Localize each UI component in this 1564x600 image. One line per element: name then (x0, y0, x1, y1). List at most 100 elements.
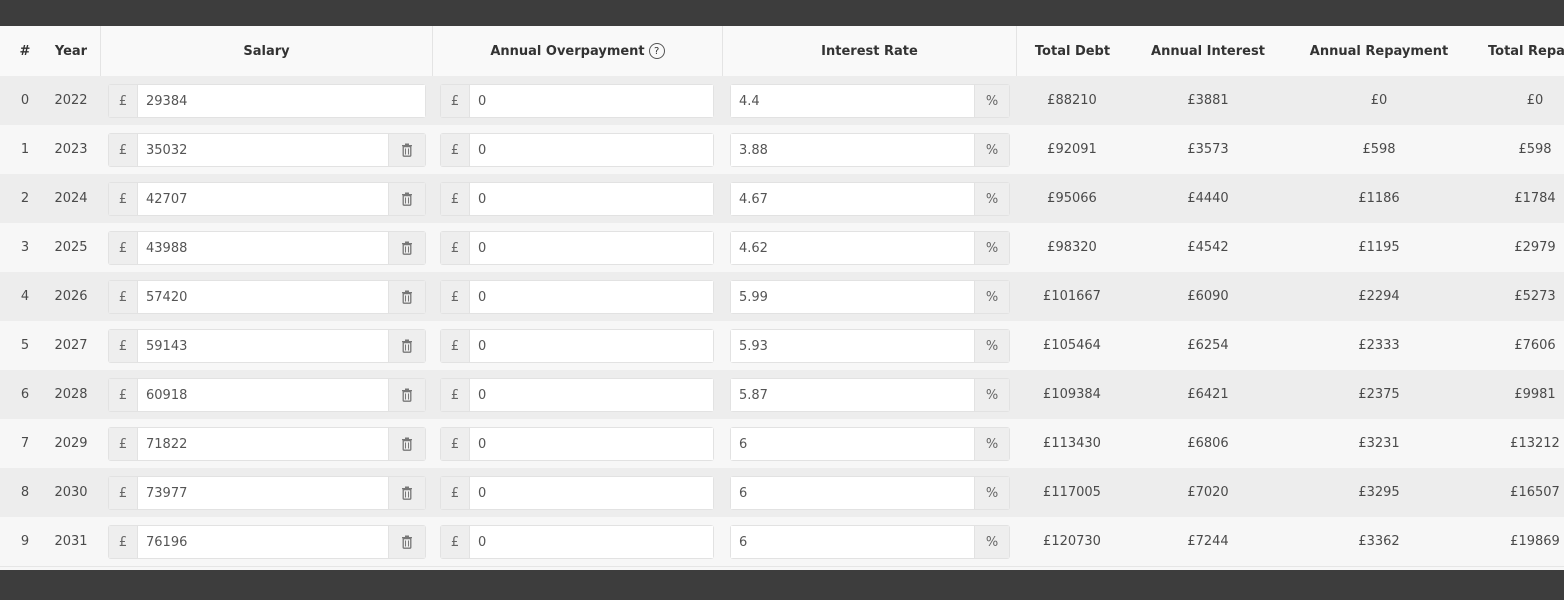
currency-prefix: £ (108, 133, 137, 167)
row-year: 2023 (54, 142, 88, 157)
table-row: 0 2022 £ £% £88210 £3881 £0 £0 (0, 76, 1564, 126)
overpayment-input-group: £ (440, 427, 714, 461)
overpayment-input[interactable] (469, 476, 714, 510)
row-annual-interest: £4440 (1187, 191, 1229, 206)
salary-input-group: £ (108, 182, 426, 216)
row-index: 4 (20, 289, 30, 304)
row-total-debt: £95066 (1047, 191, 1097, 206)
overpayment-input[interactable] (469, 133, 714, 167)
row-total-repaid: £19869 (1510, 534, 1560, 549)
table-header: # Year Salary Annual Overpayment ? Inter… (0, 26, 1564, 77)
interest-rate-input-group: % (730, 84, 1010, 118)
row-annual-interest: £6254 (1187, 338, 1229, 353)
interest-rate-input-group: % (730, 378, 1010, 412)
overpayment-input[interactable] (469, 378, 714, 412)
interest-rate-input-group: % (730, 476, 1010, 510)
interest-rate-input[interactable] (730, 133, 975, 167)
currency-prefix: £ (440, 329, 469, 363)
interest-rate-input[interactable] (730, 84, 975, 118)
header-annual-interest: Annual Interest (1151, 43, 1265, 59)
trash-icon[interactable] (389, 231, 426, 265)
row-annual-repayment: £2375 (1358, 387, 1400, 402)
row-total-debt: £117005 (1043, 485, 1101, 500)
salary-input[interactable] (137, 427, 389, 461)
interest-rate-input[interactable] (730, 280, 975, 314)
row-annual-interest: £3881 (1187, 93, 1229, 108)
overpayment-input-group: £ (440, 329, 714, 363)
salary-input[interactable] (137, 378, 389, 412)
overpayment-input[interactable] (469, 427, 714, 461)
salary-input[interactable] (137, 133, 389, 167)
percent-suffix: % (975, 133, 1010, 167)
row-year: 2022 (54, 93, 88, 108)
row-total-repaid: £5273 (1514, 289, 1556, 304)
row-index: 8 (20, 485, 30, 500)
percent-suffix: % (975, 84, 1010, 118)
trash-icon[interactable] (389, 133, 426, 167)
currency-prefix: £ (440, 133, 469, 167)
interest-rate-input[interactable] (730, 329, 975, 363)
row-annual-interest: £7020 (1187, 485, 1229, 500)
row-index: 2 (20, 191, 30, 206)
row-index: 0 (20, 93, 30, 108)
trash-icon[interactable] (389, 280, 426, 314)
overpayment-input[interactable] (469, 525, 714, 559)
currency-prefix: £ (108, 427, 137, 461)
currency-prefix: £ (108, 182, 137, 216)
row-total-repaid: £2979 (1514, 240, 1556, 255)
salary-input[interactable] (137, 476, 389, 510)
interest-rate-input[interactable] (730, 231, 975, 265)
row-index: 3 (20, 240, 30, 255)
salary-input[interactable] (137, 280, 389, 314)
salary-input-group: £ (108, 476, 426, 510)
row-year: 2029 (54, 436, 88, 451)
salary-input[interactable] (137, 525, 389, 559)
interest-rate-input[interactable] (730, 378, 975, 412)
interest-rate-input[interactable] (730, 427, 975, 461)
row-year: 2024 (54, 191, 88, 206)
currency-prefix: £ (108, 84, 137, 118)
currency-prefix: £ (440, 427, 469, 461)
header-total-repaid: Total Repa (1488, 43, 1564, 59)
trash-icon[interactable] (389, 329, 426, 363)
row-year: 2031 (54, 534, 88, 549)
overpayment-input[interactable] (469, 84, 714, 118)
row-total-repaid: £1784 (1514, 191, 1556, 206)
salary-input[interactable] (137, 182, 389, 216)
salary-input[interactable] (137, 231, 389, 265)
trash-icon[interactable] (389, 476, 426, 510)
salary-input[interactable] (137, 329, 389, 363)
row-annual-repayment: £598 (1362, 142, 1396, 157)
trash-icon[interactable] (389, 427, 426, 461)
interest-rate-input[interactable] (730, 476, 975, 510)
overpayment-input[interactable] (469, 280, 714, 314)
overpayment-input[interactable] (469, 329, 714, 363)
overpayment-input-group: £ (440, 182, 714, 216)
overpayment-input[interactable] (469, 182, 714, 216)
currency-prefix: £ (108, 476, 137, 510)
row-total-repaid: £13212 (1510, 436, 1560, 451)
row-index: 5 (20, 338, 30, 353)
row-total-debt: £92091 (1047, 142, 1097, 157)
help-circle-icon[interactable]: ? (648, 43, 665, 59)
currency-prefix: £ (440, 476, 469, 510)
percent-suffix: % (975, 329, 1010, 363)
trash-icon[interactable] (389, 525, 426, 559)
table-row: 1 2023 £ £% £92091 £3573 £598 £598 (0, 125, 1564, 175)
overpayment-input[interactable] (469, 231, 714, 265)
table-row: 4 2026 £ £% £101667 £6090 £2294 £5273 (0, 272, 1564, 322)
interest-rate-input[interactable] (730, 525, 975, 559)
overpayment-input-group: £ (440, 280, 714, 314)
table-row: 3 2025 £ £% £98320 £4542 £1195 £2979 (0, 223, 1564, 273)
row-total-debt: £120730 (1043, 534, 1101, 549)
overpayment-input-group: £ (440, 476, 714, 510)
trash-icon[interactable] (389, 182, 426, 216)
interest-rate-input-group: % (730, 525, 1010, 559)
row-annual-repayment: £0 (1370, 93, 1388, 108)
interest-rate-input-group: % (730, 133, 1010, 167)
trash-icon[interactable] (389, 378, 426, 412)
interest-rate-input[interactable] (730, 182, 975, 216)
salary-input[interactable] (137, 84, 426, 118)
overpayment-input-group: £ (440, 525, 714, 559)
header-index: # (19, 43, 31, 59)
